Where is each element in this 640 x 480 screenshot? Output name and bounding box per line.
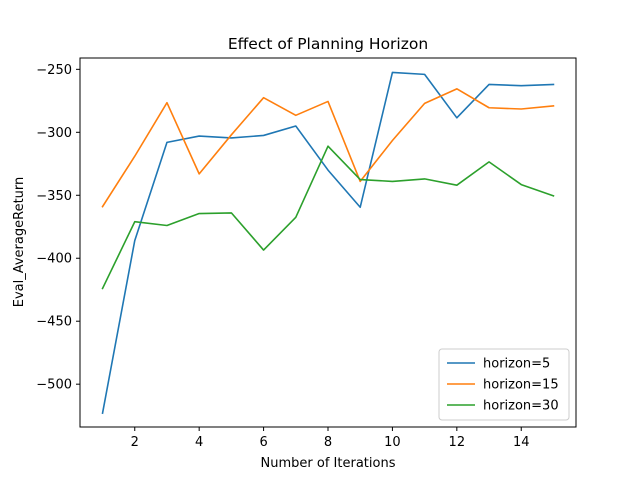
x-tick-label: 14 [513,435,530,450]
y-axis: −500 −450 −400 −350 −300 −250 [36,63,80,393]
x-tick-label: 2 [131,435,139,450]
x-tick-label: 10 [384,435,401,450]
x-axis-label: Number of Iterations [261,456,396,471]
y-axis-label: Eval_AverageReturn [12,177,27,308]
y-tick-label: −400 [36,252,72,267]
y-tick-label: −300 [36,126,72,141]
legend-entry: horizon=30 [483,399,559,414]
y-tick-label: −450 [36,315,72,330]
x-tick-label: 8 [324,435,332,450]
series-line-horizon-5 [101,71,555,415]
plot-frame [79,57,577,428]
y-tick-label: −350 [36,189,72,204]
series-line-horizon-15 [101,88,555,208]
series-lines [101,71,555,415]
x-axis: 2 4 6 8 10 12 14 [131,427,530,450]
legend-entry: horizon=5 [483,357,550,372]
x-tick-label: 4 [195,435,203,450]
y-tick-label: −500 [36,378,72,393]
x-tick-label: 6 [259,435,267,450]
y-tick-label: −250 [36,63,72,78]
series-line-horizon-30 [101,145,555,290]
x-tick-label: 12 [449,435,466,450]
legend-entry: horizon=15 [483,378,559,393]
legend: horizon=5 horizon=15 horizon=30 [438,348,570,421]
chart-title: Effect of Planning Horizon [228,35,428,53]
legend-box [438,348,570,421]
